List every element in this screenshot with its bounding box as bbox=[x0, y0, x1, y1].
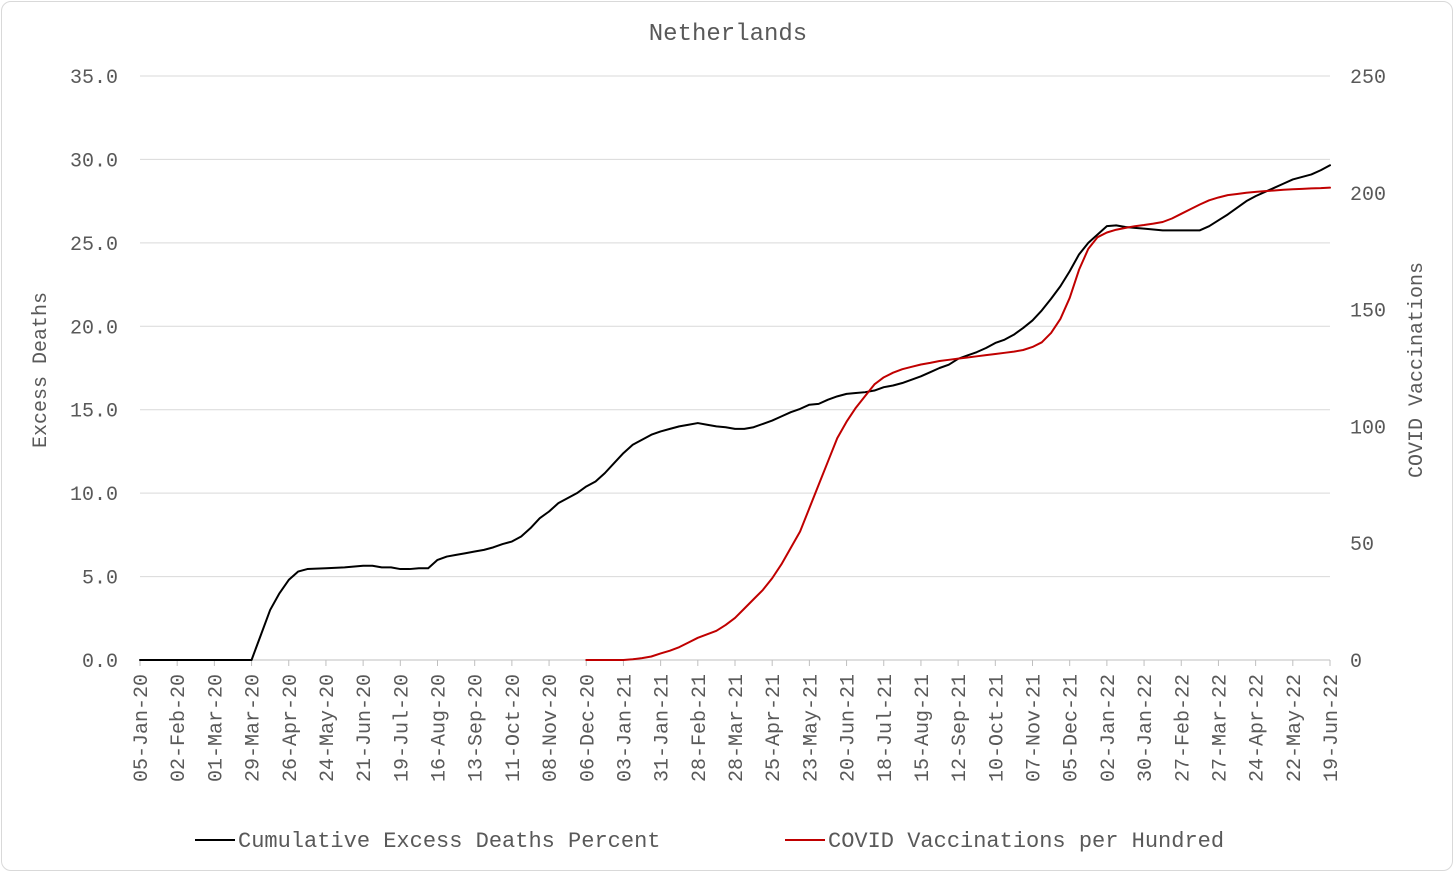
x-tick-label: 28-Feb-21 bbox=[689, 674, 712, 782]
gridlines bbox=[140, 75, 1330, 661]
x-tick-label: 25-Apr-21 bbox=[763, 674, 786, 782]
x-tick-label: 15-Aug-21 bbox=[912, 674, 935, 782]
left-y-tick-label: 35.0 bbox=[70, 67, 118, 90]
x-tick-label: 23-May-21 bbox=[800, 674, 823, 782]
series-layer bbox=[139, 164, 1331, 661]
left-y-axis-title: Excess Deaths bbox=[30, 292, 53, 448]
legend-label-vaccinations: COVID Vaccinations per Hundred bbox=[828, 829, 1224, 854]
legend-label-excess-deaths: Cumulative Excess Deaths Percent bbox=[238, 829, 660, 854]
x-tick-label: 21-Jun-20 bbox=[354, 674, 377, 782]
vaccinations-line bbox=[585, 186, 1331, 661]
left-y-tick-label: 25.0 bbox=[70, 234, 118, 257]
x-tick-label: 27-Feb-22 bbox=[1172, 674, 1195, 782]
x-axis-ticks: 05-Jan-20 02-Feb-20 01-Mar-20 29-Mar-20 26-A… bbox=[131, 660, 1344, 782]
x-tick-label: 02-Feb-20 bbox=[168, 674, 191, 782]
left-y-axis-ticks: 0.0 5.0 10.0 15.0 20.0 25.0 30.0 35.0 bbox=[70, 67, 118, 674]
x-tick-label: 29-Mar-20 bbox=[243, 674, 266, 782]
x-tick-label: 31-Jan-21 bbox=[652, 674, 675, 782]
x-tick-label: 07-Nov-21 bbox=[1024, 674, 1047, 782]
x-tick-label: 06-Dec-20 bbox=[577, 674, 600, 782]
x-tick-label: 30-Jan-22 bbox=[1135, 674, 1158, 782]
x-tick-label: 19-Jun-22 bbox=[1321, 674, 1344, 782]
right-y-tick-label: 200 bbox=[1350, 184, 1386, 207]
x-tick-label: 27-Mar-22 bbox=[1209, 674, 1232, 782]
x-tick-label: 10-Oct-21 bbox=[986, 674, 1009, 782]
x-tick-label: 20-Jun-21 bbox=[838, 674, 861, 782]
right-y-tick-label: 100 bbox=[1350, 417, 1386, 440]
x-tick-label: 05-Jan-20 bbox=[131, 674, 154, 782]
left-y-tick-label: 5.0 bbox=[82, 568, 118, 591]
x-tick-label: 28-Mar-21 bbox=[726, 674, 749, 782]
x-tick-label: 16-Aug-20 bbox=[429, 674, 452, 782]
right-y-tick-label: 150 bbox=[1350, 301, 1386, 324]
x-tick-label: 18-Jul-21 bbox=[875, 674, 898, 782]
x-tick-label: 03-Jan-21 bbox=[614, 674, 637, 782]
right-y-axis-ticks: 0 50 100 150 200 250 bbox=[1350, 67, 1386, 674]
chart-title: Netherlands bbox=[649, 21, 807, 48]
x-tick-label: 08-Nov-20 bbox=[540, 674, 563, 782]
left-y-tick-label: 30.0 bbox=[70, 150, 118, 173]
x-tick-label: 26-Apr-20 bbox=[280, 674, 303, 782]
x-tick-label: 11-Oct-20 bbox=[503, 674, 526, 782]
x-tick-label: 02-Jan-22 bbox=[1098, 674, 1121, 782]
x-tick-label: 22-May-22 bbox=[1284, 674, 1307, 782]
right-y-axis-title: COVID Vaccinations bbox=[1406, 262, 1429, 478]
right-y-tick-label: 50 bbox=[1350, 534, 1374, 557]
x-tick-label: 13-Sep-20 bbox=[466, 674, 489, 782]
right-y-tick-label: 250 bbox=[1350, 67, 1386, 90]
x-tick-label: 12-Sep-21 bbox=[949, 674, 972, 782]
x-tick-label: 24-Apr-22 bbox=[1247, 674, 1270, 782]
excess-deaths-line bbox=[139, 164, 1331, 661]
x-tick-label: 19-Jul-20 bbox=[391, 674, 414, 782]
left-y-tick-label: 20.0 bbox=[70, 317, 118, 340]
x-tick-label: 05-Dec-21 bbox=[1061, 674, 1084, 782]
legend: Cumulative Excess Deaths Percent COVID V… bbox=[195, 829, 1224, 854]
x-tick-label: 24-May-20 bbox=[317, 674, 340, 782]
left-y-tick-label: 0.0 bbox=[82, 651, 118, 674]
left-y-tick-label: 15.0 bbox=[70, 401, 118, 424]
left-y-tick-label: 10.0 bbox=[70, 484, 118, 507]
right-y-tick-label: 0 bbox=[1350, 651, 1362, 674]
x-tick-label: 01-Mar-20 bbox=[205, 674, 228, 782]
